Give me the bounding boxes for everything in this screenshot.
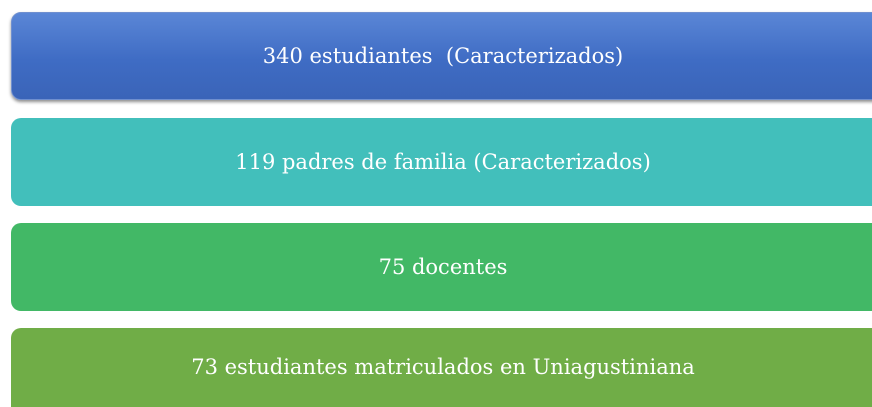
list-item: 340 estudiantes (Caracterizados) xyxy=(11,12,872,100)
item-label: 340 estudiantes (Caracterizados) xyxy=(262,44,624,68)
item-label: 73 estudiantes matriculados en Uniagusti… xyxy=(191,355,695,379)
list-item: 75 docentes xyxy=(11,223,872,311)
list-item: 73 estudiantes matriculados en Uniagusti… xyxy=(11,328,872,407)
list-item: 119 padres de familia (Caracterizados) xyxy=(11,118,872,206)
item-label: 75 docentes xyxy=(378,255,508,279)
item-label: 119 padres de familia (Caracterizados) xyxy=(235,150,651,174)
